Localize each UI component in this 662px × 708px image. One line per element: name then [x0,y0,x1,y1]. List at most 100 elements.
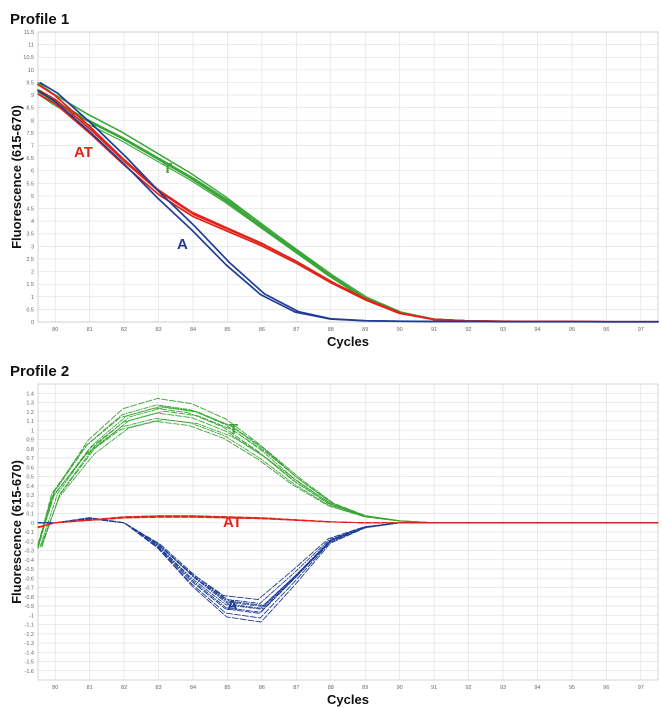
profile-2-annotation-at: AT [223,514,242,531]
profile-1-annotation-at: AT [74,144,93,161]
x-tick-label: 85 [224,685,230,691]
profile-2-x-ticks: 80 81 82 83 84 85 86 87 88 89 90 91 92 93 94 95 96 97 [52,685,644,691]
y-tick-label: 0.3 [26,493,34,499]
y-tick-label: 1 [31,428,34,434]
y-tick-label: 0.5 [26,475,34,481]
y-tick-label: 1 [31,295,34,301]
profile-1-grid [38,31,658,323]
x-tick-label: 94 [534,327,540,333]
x-tick-label: 90 [397,327,403,333]
x-tick-label: 95 [569,685,575,691]
x-tick-label: 82 [121,685,127,691]
series-line-t [41,406,659,548]
x-tick-label: 87 [293,327,299,333]
x-tick-label: 80 [52,685,58,691]
profile-1-plot-frame [37,31,659,323]
y-tick-label: -0.8 [25,595,34,601]
y-tick-label: 4 [31,219,34,225]
y-tick-label: 1.2 [26,410,34,416]
x-tick-label: 81 [87,685,93,691]
y-tick-label: 0.1 [26,512,34,518]
series-line-t [37,404,659,548]
y-tick-label: 1.5 [26,282,34,288]
x-tick-label: 82 [121,327,127,333]
y-tick-label: 0.6 [26,465,34,471]
profile-2-y-axis-label: Fluorescence (615-670) [9,460,24,604]
series-line-at [38,516,659,528]
y-tick-label: 2.5 [26,257,34,263]
y-tick-label: -0.2 [25,539,34,545]
profile-2-y-ticks: -1.6 -1.5 -1.4 -1.3 -1.2 -1.1 -1 -0.9 -0.8 -0.7 -0… [25,391,34,675]
profile-1-annotation-a: A [177,236,188,253]
profile-1-annotation-t: T [163,160,172,177]
y-tick-label: 1.1 [26,419,34,425]
series-line-t [41,410,659,547]
profile-1-series [37,81,659,323]
series-line-at [38,516,659,528]
profile-2-annotation-t: T [229,421,238,438]
y-tick-label: -1.1 [25,623,34,629]
x-tick-label: 90 [397,685,403,691]
x-tick-label: 83 [155,327,161,333]
y-tick-label: 11 [28,43,34,49]
x-tick-label: 95 [569,327,575,333]
y-tick-label: 7.5 [26,131,34,137]
x-tick-label: 97 [638,327,644,333]
y-tick-label: -1.4 [25,650,34,656]
x-tick-label: 93 [500,685,506,691]
y-tick-label: 6 [31,169,34,175]
x-tick-label: 84 [190,327,196,333]
profile-2-plot-frame [37,383,659,681]
x-tick-label: 88 [328,327,334,333]
y-tick-label: 1.4 [26,391,34,397]
y-tick-label: 5 [31,194,34,200]
x-tick-label: 96 [603,685,609,691]
profile-2-series [37,398,659,623]
series-line-t [37,417,659,545]
profile-1-y-ticks: 00.511.522.533.544.555.566.577.588.599.5… [23,30,34,326]
y-tick-label: 0 [31,320,34,326]
series-line-a [37,518,659,606]
y-tick-label: -0.7 [25,586,34,592]
y-tick-label: -0.6 [25,576,34,582]
profile-1-y-axis-label: Fluorescence (615-670) [9,105,24,249]
x-tick-label: 89 [362,685,368,691]
y-tick-label: -1.6 [25,669,34,675]
series-line-a [37,517,659,607]
profile-2-x-axis-label: Cycles [327,692,369,707]
profile-2-title: Profile 2 [10,363,69,380]
series-line-t [37,407,659,548]
x-tick-label: 84 [190,685,196,691]
y-tick-label: 1.3 [26,401,34,407]
x-tick-label: 91 [431,327,437,333]
profile-1-title: Profile 1 [10,11,69,28]
profile-1-chart: Profile 1 00.511.522.533.544.555.566.577… [9,11,659,349]
y-tick-label: 8 [31,118,34,124]
series-line-a [39,82,659,323]
profile-2-annotation-a: A [227,597,238,614]
y-tick-label: -0.5 [25,567,34,573]
y-tick-label: -1 [29,613,34,619]
y-tick-label: 3 [31,244,34,250]
x-tick-label: 91 [431,685,437,691]
y-tick-label: -0.4 [25,558,34,564]
y-tick-label: -0.3 [25,549,34,555]
y-tick-label: 3.5 [26,232,34,238]
y-tick-label: 8.5 [26,106,34,112]
profile-2-chart: Profile 2 -1.6 -1.5 -1.4 -1.3 -1.2 -1.1 -1 -0.9… [9,363,659,707]
y-tick-label: 9.5 [26,80,34,86]
y-tick-label: 0.5 [26,307,34,313]
y-tick-label: 0.8 [26,447,34,453]
y-tick-label: 5.5 [26,181,34,187]
profile-1-x-ticks: 80 81 82 83 84 85 86 87 88 89 90 91 92 93 94 95 96 97 [52,327,644,333]
y-tick-label: -0.1 [25,530,34,536]
y-tick-label: 0.2 [26,502,34,508]
series-line-a [37,518,659,604]
profile-2-grid [38,384,658,680]
y-tick-label: 9 [31,93,34,99]
y-tick-label: -1.5 [25,660,34,666]
x-tick-label: 81 [87,327,93,333]
x-tick-label: 86 [259,327,265,333]
x-tick-label: 85 [224,327,230,333]
